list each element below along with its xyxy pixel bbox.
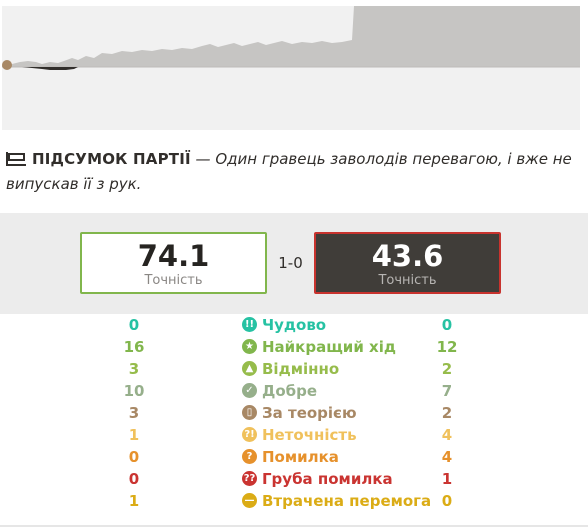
black-count: 7 bbox=[441, 382, 453, 400]
thumbs-up-icon: ▲ bbox=[242, 361, 257, 376]
classification-label: Добре bbox=[262, 382, 318, 400]
game-summary: ПІДСУМОК ПАРТІЇ — Один гравець заволодів… bbox=[6, 148, 582, 196]
white-count: 3 bbox=[128, 404, 140, 422]
move-classification-table: 0 !! Чудово 0 16 ★ Найкращий хід 12 3 ▲ … bbox=[0, 314, 588, 512]
classification-label: Груба помилка bbox=[262, 470, 393, 488]
black-count: 4 bbox=[441, 448, 453, 466]
white-accuracy-label: Точність bbox=[144, 273, 203, 288]
white-count: 1 bbox=[128, 492, 140, 510]
white-count: 3 bbox=[128, 360, 140, 378]
summary-heading: ПІДСУМОК ПАРТІЇ bbox=[32, 150, 191, 168]
black-accuracy-label: Точність bbox=[378, 273, 437, 288]
summary-description: — Один гравець заволодів перевагою, і вж… bbox=[6, 150, 572, 193]
brilliant-icon: !! bbox=[242, 317, 257, 332]
classification-label: Неточність bbox=[262, 426, 357, 444]
classification-label: Відмінно bbox=[262, 360, 340, 378]
white-count: 0 bbox=[128, 448, 140, 466]
star-icon: ★ bbox=[242, 339, 257, 354]
black-count: 0 bbox=[441, 492, 453, 510]
classification-label: Втрачена перемога bbox=[262, 492, 432, 510]
classification-row-excellent[interactable]: 3 ▲ Відмінно 2 bbox=[0, 358, 588, 380]
black-count: 2 bbox=[441, 360, 453, 378]
classification-row-mistake[interactable]: 0 ? Помилка 4 bbox=[0, 446, 588, 468]
evaluation-dip bbox=[22, 67, 78, 70]
black-count: 4 bbox=[441, 426, 453, 444]
classification-label: Найкращий хід bbox=[262, 338, 396, 356]
classification-row-best[interactable]: 16 ★ Найкращий хід 12 bbox=[0, 336, 588, 358]
classification-row-brilliant[interactable]: 0 !! Чудово 0 bbox=[0, 314, 588, 336]
classification-row-good[interactable]: 10 ✓ Добре 7 bbox=[0, 380, 588, 402]
classification-row-inaccuracy[interactable]: 1 ?! Неточність 4 bbox=[0, 424, 588, 446]
white-count: 10 bbox=[123, 382, 145, 400]
white-accuracy-value: 74.1 bbox=[137, 239, 210, 273]
game-score: 1-0 bbox=[278, 254, 303, 272]
evaluation-graph-svg bbox=[2, 6, 580, 130]
classification-label: За теорією bbox=[262, 404, 357, 422]
black-count: 2 bbox=[441, 404, 453, 422]
white-count: 0 bbox=[128, 316, 140, 334]
blunder-icon: ?? bbox=[242, 471, 257, 486]
evaluation-graph[interactable] bbox=[2, 6, 580, 130]
classification-label: Помилка bbox=[262, 448, 339, 466]
black-accuracy-card: 43.6 Точність bbox=[314, 232, 501, 294]
check-icon: ✓ bbox=[242, 383, 257, 398]
miss-icon: — bbox=[242, 493, 257, 508]
white-count: 1 bbox=[128, 426, 140, 444]
classification-row-blunder[interactable]: 0 ?? Груба помилка 1 bbox=[0, 468, 588, 490]
mistake-icon: ? bbox=[242, 449, 257, 464]
current-move-marker bbox=[2, 60, 12, 70]
white-count: 0 bbox=[128, 470, 140, 488]
inaccuracy-icon: ?! bbox=[242, 427, 257, 442]
black-count: 12 bbox=[436, 338, 458, 356]
black-count: 0 bbox=[441, 316, 453, 334]
accuracy-panel: 74.1 Точність 1-0 43.6 Точність bbox=[0, 213, 588, 314]
flag-icon bbox=[6, 150, 26, 173]
classification-row-miss[interactable]: 1 — Втрачена перемога 0 bbox=[0, 490, 588, 512]
black-accuracy-value: 43.6 bbox=[371, 239, 444, 273]
book-icon: ▯ bbox=[242, 405, 257, 420]
black-count: 1 bbox=[441, 470, 453, 488]
classification-row-book[interactable]: 3 ▯ За теорією 2 bbox=[0, 402, 588, 424]
white-count: 16 bbox=[123, 338, 145, 356]
bottom-divider bbox=[0, 525, 588, 527]
classification-label: Чудово bbox=[262, 316, 327, 334]
evaluation-area bbox=[2, 6, 580, 67]
white-accuracy-card: 74.1 Точність bbox=[80, 232, 267, 294]
